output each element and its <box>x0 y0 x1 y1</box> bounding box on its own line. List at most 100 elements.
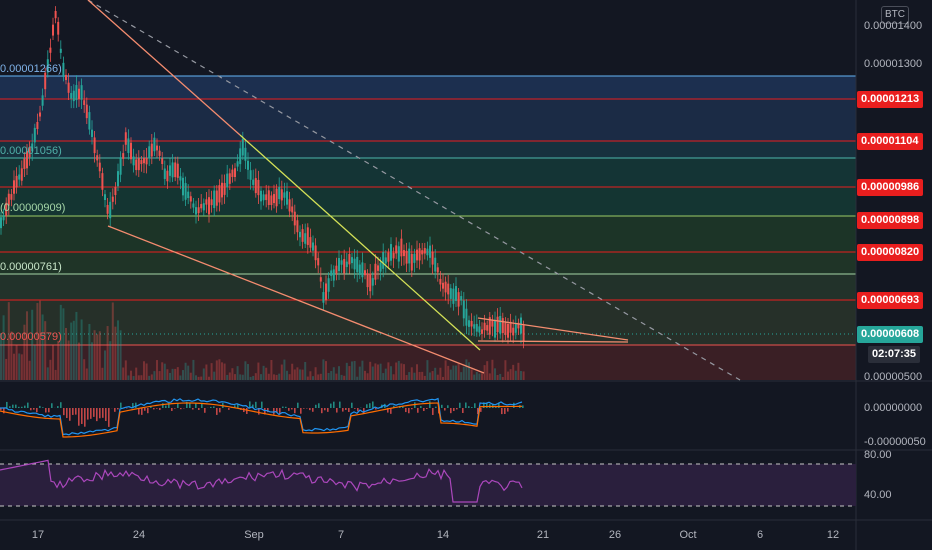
volume-bar <box>93 330 96 380</box>
candle-body <box>93 137 96 154</box>
currency-badge[interactable]: BTC <box>881 6 909 24</box>
price-level-box: 0.00000820 <box>857 244 924 261</box>
candle-body <box>473 324 476 329</box>
candle-body <box>20 168 23 181</box>
candle-body <box>364 270 366 276</box>
macd-histogram-bar <box>66 408 68 418</box>
candle-body <box>384 257 387 264</box>
volume-bar <box>345 362 348 380</box>
volume-bar <box>46 367 49 380</box>
candle-body <box>215 190 218 206</box>
volume-bar <box>351 361 353 380</box>
candle-body <box>283 192 286 198</box>
volume-bar <box>416 364 418 380</box>
macd-histogram-bar <box>30 408 32 411</box>
macd-histogram-bar <box>375 408 377 410</box>
volume-bar <box>291 363 294 380</box>
candle-body <box>486 325 489 331</box>
macd-histogram-bar <box>180 408 182 410</box>
candle-body <box>449 288 452 299</box>
macd-histogram-bar <box>120 402 122 408</box>
candle-body <box>223 183 226 195</box>
macd-histogram-bar <box>6 401 8 408</box>
volume-bar <box>36 303 39 380</box>
candle-body <box>2 215 5 221</box>
macd-histogram-bar <box>36 408 38 413</box>
candle-body <box>460 296 463 301</box>
macd-histogram-bar <box>345 408 347 410</box>
candle-body <box>301 229 304 242</box>
macd-histogram-bar <box>303 408 305 409</box>
volume-bar <box>169 372 171 380</box>
macd-histogram-bar <box>414 402 416 408</box>
macd-histogram-bar <box>177 403 179 408</box>
volume-bar <box>296 367 299 380</box>
volume-bar <box>501 376 504 380</box>
candle-body <box>470 320 473 327</box>
volume-bar <box>275 374 278 380</box>
volume-bar <box>195 375 197 380</box>
macd-histogram-bar <box>285 406 287 408</box>
candle-body <box>353 258 356 270</box>
macd-histogram-bar <box>144 408 146 411</box>
volume-bar <box>166 369 169 380</box>
volume-bar <box>171 368 174 380</box>
volume-bar <box>153 371 156 380</box>
macd-histogram-bar <box>186 401 188 408</box>
macd-histogram-bar <box>15 404 17 408</box>
volume-bar <box>187 365 190 380</box>
candle-body <box>130 142 132 160</box>
candle-body <box>106 204 109 214</box>
volume-bar <box>265 367 268 380</box>
candle-body <box>462 300 465 319</box>
candle-body <box>348 253 351 265</box>
volume-bar <box>114 326 117 380</box>
macd-axis-label: -0.00000050 <box>864 436 926 448</box>
macd-histogram-bar <box>456 408 458 410</box>
candle-body <box>520 317 522 334</box>
volume-bar <box>111 302 114 380</box>
volume-bar <box>122 367 125 380</box>
volume-bar <box>54 369 57 380</box>
macd-histogram-bar <box>201 402 203 408</box>
candle-body <box>296 220 299 233</box>
macd-histogram-bar <box>357 408 359 412</box>
candle-body <box>499 315 502 334</box>
candle-body <box>88 112 91 130</box>
time-axis-label: 12 <box>826 529 840 541</box>
candle-body <box>161 158 164 165</box>
candle-body <box>15 175 18 188</box>
macd-histogram-bar <box>435 406 437 408</box>
macd-histogram-bar <box>315 404 317 408</box>
volume-bar <box>455 365 457 380</box>
volume-bar <box>49 359 52 380</box>
macd-histogram-bar <box>318 403 320 408</box>
candle-body <box>28 146 31 158</box>
volume-bar <box>0 334 2 380</box>
price-axis-label: 0.00001400 <box>864 20 923 32</box>
candle-body <box>33 127 36 143</box>
volume-bar <box>210 363 213 380</box>
candle-body <box>278 186 281 200</box>
time-axis-label: 26 <box>608 529 622 541</box>
volume-bar <box>348 366 351 380</box>
time-axis-label: 24 <box>132 529 146 541</box>
trendlines[interactable] <box>87 0 741 381</box>
volume-bar <box>517 362 520 380</box>
candle-body <box>312 242 314 251</box>
candle-body <box>426 248 429 256</box>
macd-histogram-bar <box>63 408 65 416</box>
macd-signal-line <box>0 402 523 438</box>
volume-bar <box>239 374 242 380</box>
volume-bar <box>413 372 416 380</box>
volume-bar <box>481 373 483 380</box>
candle-body <box>226 173 229 188</box>
macd-histogram-bar <box>24 405 26 408</box>
macd-histogram-bar <box>366 404 368 408</box>
macd-histogram-bar <box>213 406 215 408</box>
volume-bar <box>278 373 281 380</box>
volume-bar <box>137 375 140 380</box>
candle-body <box>439 278 442 285</box>
candle-body <box>221 182 223 198</box>
